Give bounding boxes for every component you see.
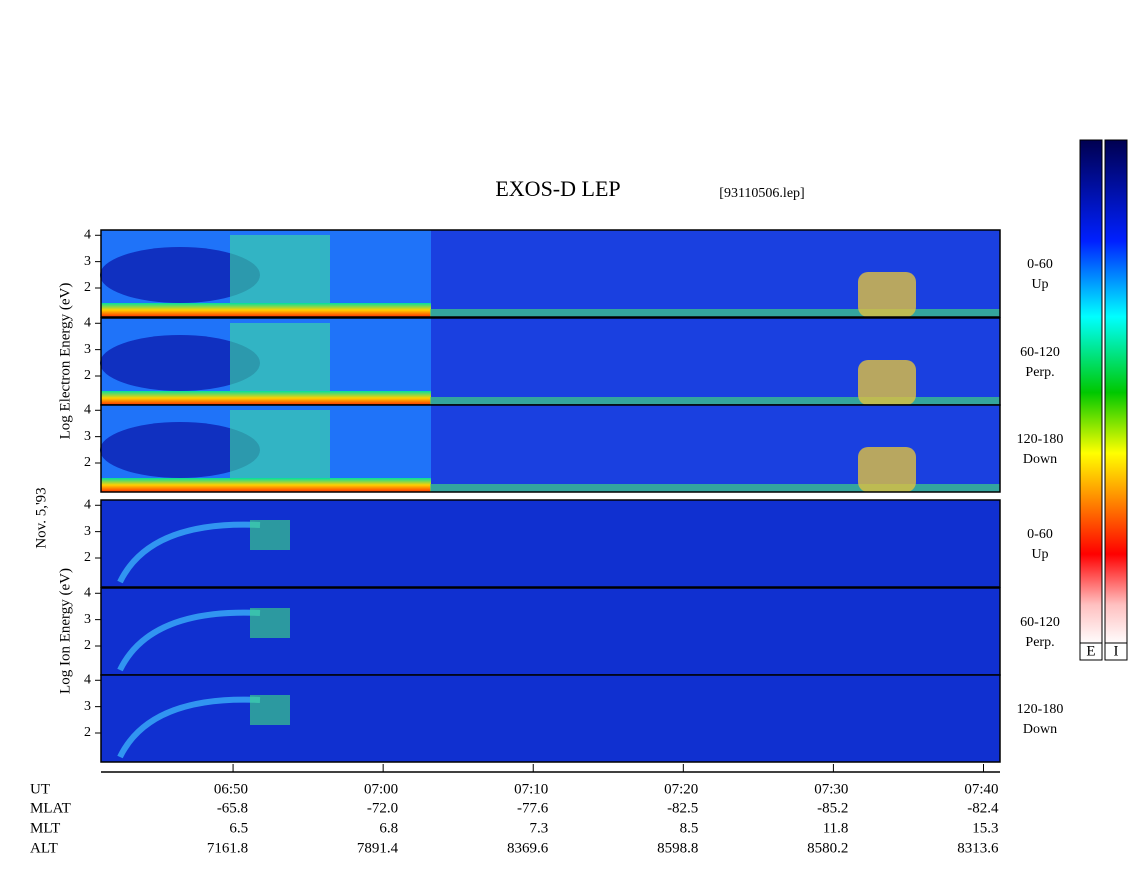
orbit-value: 7161.8 — [207, 840, 248, 856]
orbit-value: -82.4 — [967, 800, 999, 816]
x-tick-label: 06:50 — [214, 781, 248, 797]
chart-title: EXOS-D LEP — [495, 176, 620, 201]
panel-angle: 120-180 — [1017, 432, 1064, 447]
y-tick-label: 2 — [84, 455, 91, 470]
spectrogram — [230, 235, 330, 312]
y-tick-label: 2 — [84, 280, 91, 295]
orbit-value: -77.6 — [517, 800, 549, 816]
spectrogram — [101, 500, 1000, 587]
panel-angle: 0-60 — [1027, 257, 1053, 272]
panel-frame — [100, 499, 1001, 588]
spectrogram — [858, 447, 916, 492]
y-tick-label: 4 — [84, 315, 91, 330]
colorbar-label-box — [1104, 642, 1128, 661]
spectrogram — [117, 521, 261, 584]
spectrogram — [430, 484, 1000, 492]
spectrogram — [101, 675, 1000, 762]
file-name: [93110506.lep] — [719, 186, 804, 201]
orbit-value: 8369.6 — [507, 840, 549, 856]
x-tick-label: 07:10 — [514, 781, 548, 797]
spectrogram — [100, 335, 260, 391]
panel-direction: Down — [1023, 452, 1057, 467]
orbit-value: 8.5 — [680, 820, 699, 836]
orbit-value: 7891.4 — [357, 840, 399, 856]
orbit-value: 8313.6 — [957, 840, 999, 856]
x-tick-label: 07:30 — [814, 781, 848, 797]
y-tick-label: 2 — [84, 550, 91, 565]
spectrogram — [250, 520, 290, 550]
orbit-row-name: MLT — [30, 820, 60, 836]
spectrogram — [117, 609, 261, 672]
panel-direction: Up — [1031, 277, 1048, 292]
spectrogram — [100, 422, 260, 478]
orbit-value: 6.8 — [379, 820, 398, 836]
spectrogram — [101, 391, 431, 405]
x-tick-label: 07:20 — [664, 781, 698, 797]
panel-direction: Perp. — [1025, 365, 1054, 380]
spectrogram — [430, 309, 1000, 317]
panel-frame — [100, 674, 1001, 763]
y-tick-label: 2 — [84, 368, 91, 383]
orbit-value: -72.0 — [367, 800, 398, 816]
panel-frame — [100, 404, 1001, 493]
orbit-row-name: ALT — [30, 840, 58, 856]
colorbar — [1104, 139, 1128, 646]
x-axis-label: UT — [30, 781, 50, 797]
spectrogram — [117, 696, 261, 759]
y-axis-label: Log Ion Energy (eV) — [57, 568, 73, 694]
y-tick-label: 2 — [84, 638, 91, 653]
y-tick-label: 3 — [84, 699, 91, 714]
y-axis-label: Log Electron Energy (eV) — [57, 283, 73, 440]
colorbar-label-box — [1079, 642, 1103, 661]
spectrogram — [101, 303, 431, 317]
spectrogram — [250, 695, 290, 725]
date-label: Nov. 5,'93 — [33, 487, 49, 548]
colorbar-label: E — [1086, 643, 1095, 659]
spectrogram — [100, 247, 260, 303]
orbit-value: -65.8 — [217, 800, 248, 816]
spectrogram — [101, 588, 1000, 675]
spectrogram — [101, 478, 431, 492]
y-tick-label: 4 — [84, 227, 91, 242]
panel-direction: Perp. — [1025, 635, 1054, 650]
panel-frame — [100, 229, 1001, 318]
y-tick-label: 2 — [84, 725, 91, 740]
spectrogram — [230, 410, 330, 487]
orbit-row-name: MLAT — [30, 800, 71, 816]
spectrogram — [250, 608, 290, 638]
y-tick-label: 4 — [84, 672, 91, 687]
panel-direction: Up — [1031, 547, 1048, 562]
panel-direction: Down — [1023, 722, 1057, 737]
y-tick-label: 3 — [84, 612, 91, 627]
spectrogram — [430, 397, 1000, 405]
spectrogram — [858, 360, 916, 405]
y-tick-label: 3 — [84, 524, 91, 539]
orbit-value: -82.5 — [667, 800, 698, 816]
orbit-value: 11.8 — [823, 820, 849, 836]
x-tick-label: 07:40 — [964, 781, 998, 797]
orbit-value: 8580.2 — [807, 840, 848, 856]
orbit-value: 8598.8 — [657, 840, 698, 856]
y-tick-label: 3 — [84, 429, 91, 444]
orbit-value: 7.3 — [529, 820, 548, 836]
panel-angle: 0-60 — [1027, 527, 1053, 542]
colorbar — [1079, 139, 1103, 646]
x-tick-label: 07:00 — [364, 781, 398, 797]
y-tick-label: 4 — [84, 585, 91, 600]
spectrogram — [858, 272, 916, 317]
panel-angle: 60-120 — [1020, 345, 1060, 360]
y-tick-label: 4 — [84, 497, 91, 512]
y-tick-label: 3 — [84, 342, 91, 357]
colorbar-label: I — [1114, 643, 1119, 659]
spectrogram — [230, 323, 330, 400]
orbit-value: 6.5 — [229, 820, 248, 836]
panel-angle: 60-120 — [1020, 615, 1060, 630]
orbit-value: -85.2 — [817, 800, 848, 816]
y-tick-label: 3 — [84, 254, 91, 269]
panel-angle: 120-180 — [1017, 702, 1064, 717]
orbit-value: 15.3 — [972, 820, 998, 836]
y-tick-label: 4 — [84, 402, 91, 417]
